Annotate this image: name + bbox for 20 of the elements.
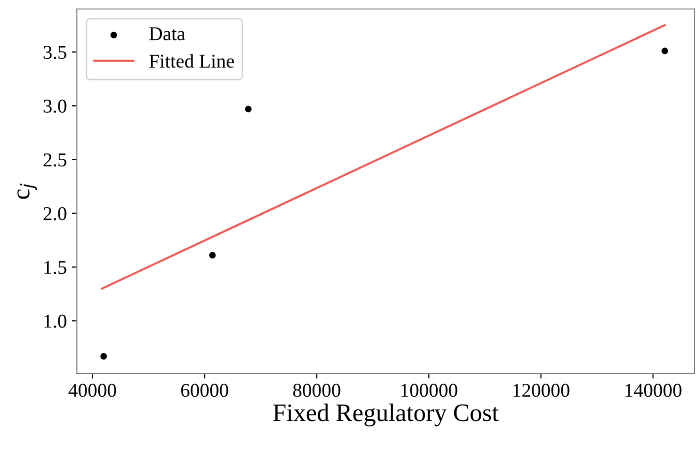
point bbox=[245, 106, 252, 112]
point bbox=[209, 252, 216, 259]
legend-label: Fitted Line bbox=[149, 54, 234, 68]
x-tick-label: 80000 bbox=[293, 384, 340, 397]
point bbox=[100, 353, 107, 360]
x-tick-label: 100000 bbox=[401, 384, 458, 397]
y-tick-label: 2.0 bbox=[44, 207, 66, 220]
x-tick-label: 60000 bbox=[181, 384, 228, 397]
point bbox=[662, 48, 668, 54]
y-tick-label: 2.5 bbox=[44, 153, 66, 167]
y-tick-label: 1.5 bbox=[44, 260, 66, 274]
legend-label: Data bbox=[149, 27, 186, 40]
x-axis-title: Fixed Regulatory Cost bbox=[273, 404, 499, 426]
y-axis-title: c$_{j}$ bbox=[17, 184, 37, 199]
x-tick-label: 120000 bbox=[513, 384, 570, 397]
y-tick-label: 3.5 bbox=[44, 46, 66, 60]
y-tick-label: 1.0 bbox=[44, 314, 66, 328]
x-tick-label: 40000 bbox=[68, 384, 116, 397]
x-tick-label: 140000 bbox=[626, 384, 682, 397]
y-tick-label: 3.0 bbox=[44, 100, 66, 113]
